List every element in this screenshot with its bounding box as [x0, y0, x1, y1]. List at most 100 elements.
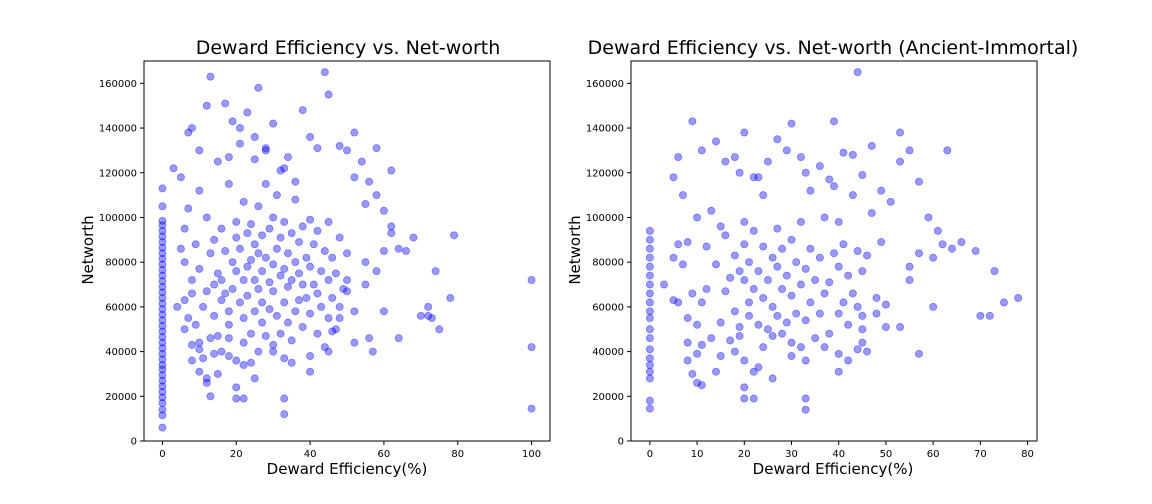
scatter-point-left-173 [324, 217, 333, 226]
scatter-point-right-193 [716, 352, 725, 361]
scatter-point-right-191 [754, 363, 763, 372]
scatter-point-left-145 [287, 229, 296, 238]
scatter-point-left-56 [199, 354, 208, 363]
scatter-point-left-101 [247, 329, 256, 338]
scatter-point-right-147 [678, 191, 687, 200]
scatter-point-right-39 [707, 206, 716, 215]
scatter-point-left-191 [379, 246, 388, 255]
scatter-point-right-23 [674, 153, 683, 162]
scatter-point-left-204 [176, 173, 185, 182]
scatter-point-right-129 [863, 347, 872, 356]
scatter-point-left-211 [228, 117, 237, 126]
scatter-point-right-125 [853, 246, 862, 255]
scatter-point-right-192 [735, 322, 744, 331]
scatter-point-left-25 [158, 277, 167, 286]
scatter-point-left-64 [210, 280, 219, 289]
scatter-point-left-9 [158, 365, 167, 374]
scatter-point-left-227 [342, 146, 351, 155]
scatter-point-left-6 [158, 382, 167, 391]
scatter-point-left-154 [298, 222, 307, 231]
scatter-point-right-117 [839, 298, 848, 307]
scatter-point-left-194 [394, 244, 403, 253]
y-axis-label-left: Networth [79, 215, 97, 284]
scatter-point-right-113 [834, 349, 843, 358]
scatter-point-right-86 [782, 318, 791, 327]
scatter-point-left-130 [276, 329, 285, 338]
plot-frame-right [630, 60, 1038, 442]
x-tick-label-right-7: 70 [974, 449, 987, 460]
scatter-point-left-17 [158, 321, 167, 330]
scatter-point-left-232 [379, 206, 388, 215]
scatter-point-left-199 [431, 267, 440, 276]
scatter-point-left-140 [283, 318, 292, 327]
scatter-point-right-50 [730, 251, 739, 260]
y-tick-label-right-3: 60000 [592, 302, 624, 313]
plot-frame-left [143, 60, 551, 442]
scatter-point-right-7 [645, 334, 654, 343]
scatter-point-right-71 [759, 293, 768, 302]
scatter-point-right-72 [759, 242, 768, 251]
scatter-point-left-42 [180, 258, 189, 267]
scatter-point-left-208 [206, 72, 215, 81]
y-tick-label-right-0: 0 [618, 437, 624, 448]
scatter-point-left-93 [239, 338, 248, 347]
scatter-point-right-80 [773, 262, 782, 271]
scatter-point-right-142 [948, 244, 957, 253]
scatter-point-left-235 [409, 233, 418, 242]
scatter-point-left-76 [224, 352, 233, 361]
scatter-point-right-170 [896, 157, 905, 166]
scatter-point-right-124 [853, 302, 862, 311]
scatter-point-left-100 [247, 358, 256, 367]
x-tick-label-right-2: 20 [738, 449, 751, 460]
scatter-point-right-46 [726, 336, 735, 345]
scatter-point-left-77 [224, 334, 233, 343]
scatter-point-left-163 [313, 329, 322, 338]
scatter-point-right-159 [806, 186, 815, 195]
x-tick-label-right-4: 40 [832, 449, 845, 460]
scatter-point-left-112 [258, 318, 267, 327]
scatter-point-left-66 [210, 311, 219, 320]
scatter-point-left-189 [372, 267, 381, 276]
scatter-point-right-148 [688, 117, 697, 126]
scatter-point-right-79 [773, 311, 782, 320]
scatter-point-right-56 [740, 356, 749, 365]
scatter-point-left-221 [298, 106, 307, 115]
scatter-point-left-8 [158, 371, 167, 380]
scatter-point-left-115 [258, 231, 267, 240]
scatter-point-right-74 [763, 276, 772, 285]
scatter-point-left-82 [228, 284, 237, 293]
scatter-point-left-84 [232, 383, 241, 392]
scatter-point-right-0 [645, 404, 654, 413]
scatter-point-left-153 [298, 280, 307, 289]
scatter-point-left-166 [317, 267, 326, 276]
scatter-point-right-155 [759, 191, 768, 200]
scatter-point-right-67 [754, 320, 763, 329]
scatter-point-left-210 [221, 99, 230, 108]
y-tick-label-left-1: 20000 [105, 392, 137, 403]
scatter-point-left-222 [306, 132, 315, 141]
scatter-point-left-113 [258, 298, 267, 307]
scatter-point-left-136 [280, 298, 289, 307]
scatter-point-right-64 [749, 367, 758, 376]
scatter-point-left-38 [158, 184, 167, 193]
scatter-point-left-88 [232, 217, 241, 226]
scatter-point-left-238 [446, 293, 455, 302]
scatter-point-right-149 [697, 146, 706, 155]
scatter-point-left-21 [158, 299, 167, 308]
scatter-point-left-143 [287, 336, 296, 345]
chart-title-left: Deward Efficiency vs. Net-worth [196, 37, 501, 59]
scatter-point-right-153 [740, 128, 749, 137]
scatter-point-left-51 [195, 367, 204, 376]
scatter-point-right-16 [645, 253, 654, 262]
scatter-point-left-134 [280, 394, 289, 403]
scatter-point-left-129 [272, 191, 281, 200]
scatter-point-left-26 [158, 271, 167, 280]
scatter-point-right-27 [683, 238, 692, 247]
scatter-point-left-29 [158, 254, 167, 263]
scatter-point-right-130 [863, 251, 872, 260]
scatter-point-left-146 [291, 307, 300, 316]
scatter-point-right-96 [801, 394, 810, 403]
scatter-point-left-132 [276, 233, 285, 242]
scatter-point-left-32 [158, 238, 167, 247]
scatter-point-left-125 [269, 260, 278, 269]
